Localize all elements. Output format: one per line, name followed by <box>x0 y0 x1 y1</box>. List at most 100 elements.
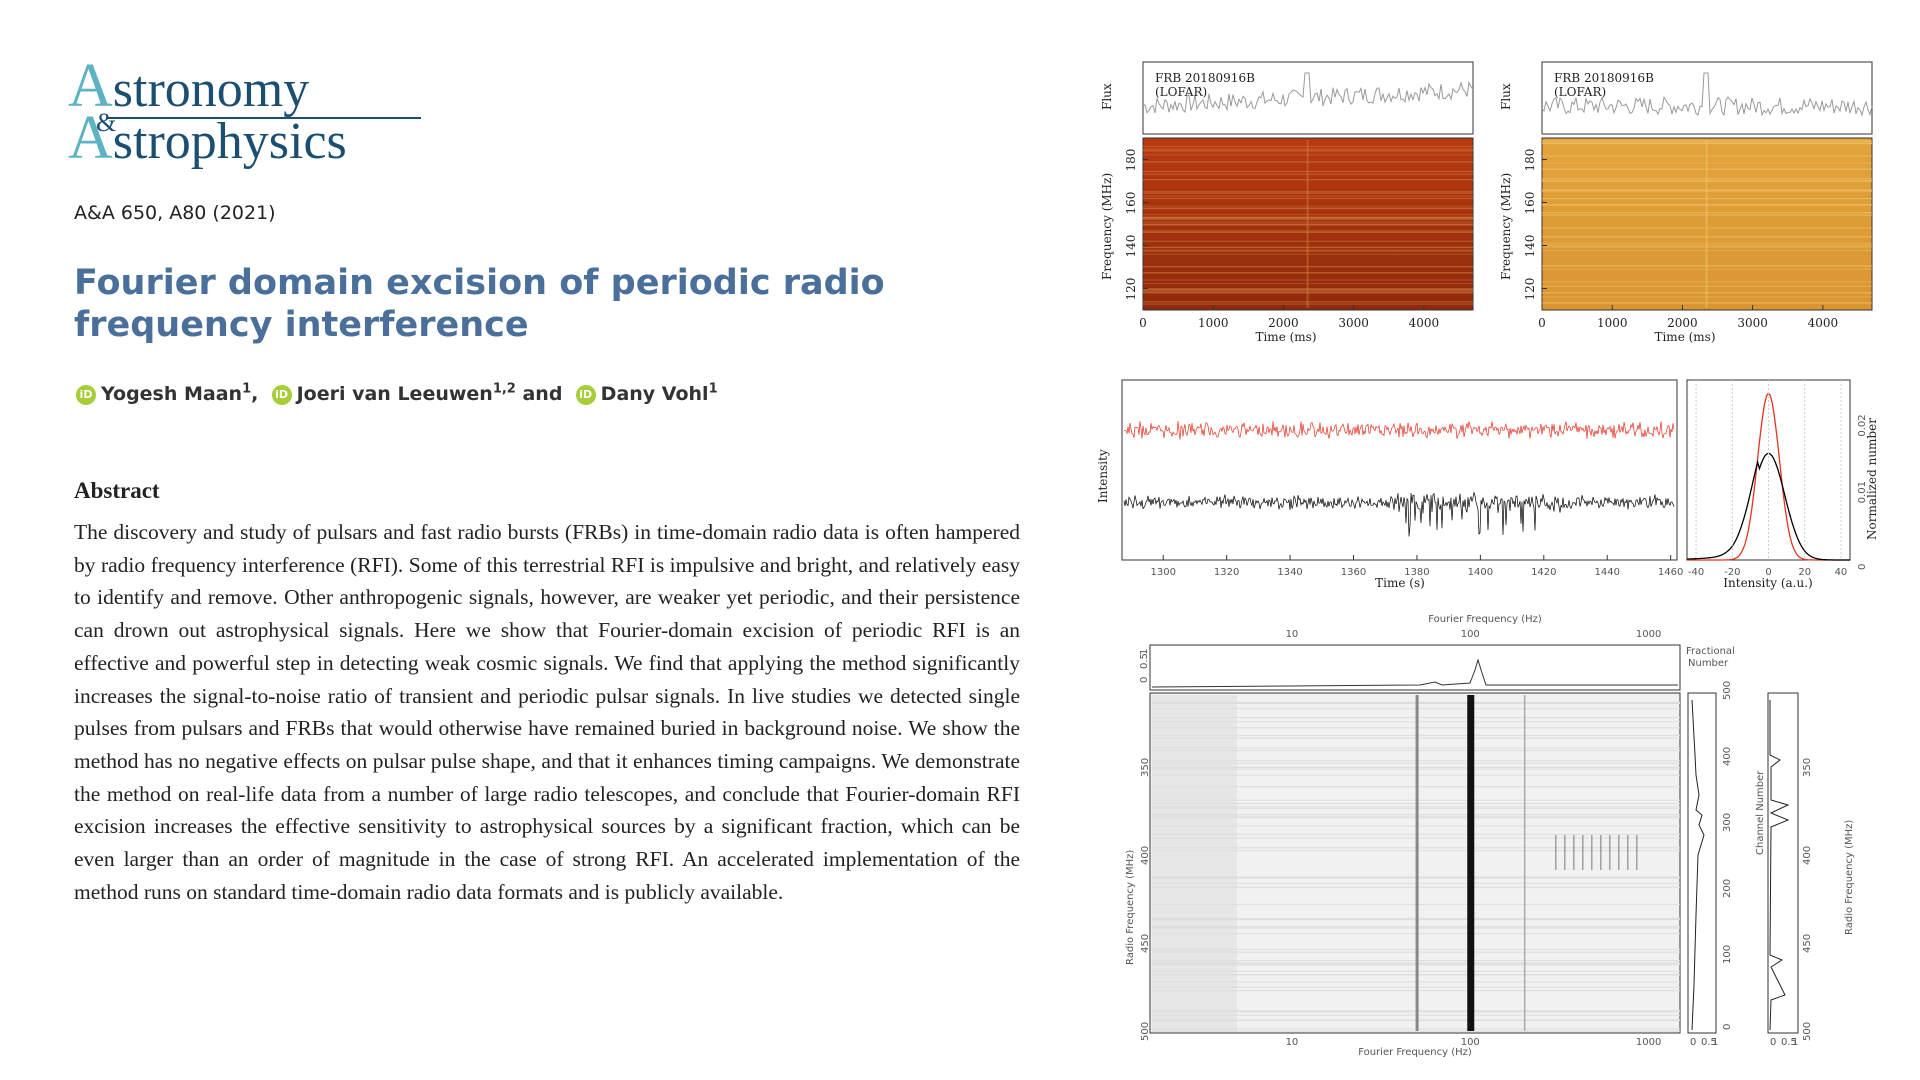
y-axis-label: Frequency (MHz) <box>1499 173 1513 280</box>
axis-ticks: 1300 1320 1340 1360 1380 1400 1420 1440 1460 <box>1151 555 1683 578</box>
logo-line-1: Astronomy <box>68 55 310 118</box>
author-1[interactable]: iD Yogesh Maan1, <box>76 382 259 406</box>
channel-tick-label: 300 <box>1722 813 1733 832</box>
flux-series <box>1541 72 1873 117</box>
orcid-icon[interactable]: iD <box>575 384 596 405</box>
chart-middle-left: 1300 1320 1340 1360 1380 1400 1420 1440 1460 Int… <box>1096 379 1683 590</box>
fractional-label-1: Fractional <box>1686 646 1735 657</box>
rfi-harmonic <box>1564 835 1566 870</box>
x-tick-label: 0 <box>1765 567 1771 578</box>
author-list: iD Yogesh Maan1, iD Joeri van Leeuwen1,2 a… <box>76 382 718 405</box>
y-tick-label: 450 <box>1140 934 1151 953</box>
strong-rfi-line <box>1467 695 1475 1031</box>
logo-ampersand: & <box>96 108 117 137</box>
top-y-tick-label: 0 <box>1139 677 1150 683</box>
rfi-harmonic <box>1555 835 1557 870</box>
channel-tick-label: 500 <box>1722 681 1733 700</box>
chart-top-right: FRB 20180916B (LOFAR) Flux Frequency (MH… <box>1499 61 1873 344</box>
abstract-text: The discovery and study of pulsars and f… <box>74 520 1020 904</box>
channel-label: Channel Number <box>1755 770 1766 855</box>
y-tick-label: 180 <box>1124 149 1138 172</box>
author-separator: , <box>251 383 259 406</box>
rfi-stripes <box>1143 140 1473 308</box>
side-x-tick-label: 0.5 <box>1781 1037 1797 1048</box>
y-tick-label: 120 <box>1124 278 1138 301</box>
fractional-label-2: Number <box>1688 658 1729 669</box>
top-y-tick-label: 1 <box>1139 649 1150 655</box>
x-tick-label: -40 <box>1688 567 1704 578</box>
top-x-tick-label: 10 <box>1286 629 1299 640</box>
author-affiliation: 1 <box>708 382 718 397</box>
frb-sublabel: (LOFAR) <box>1554 85 1606 99</box>
y-tick-label: 180 <box>1523 149 1537 172</box>
rfi-harmonic <box>1609 835 1611 870</box>
orcid-icon[interactable]: iD <box>76 384 96 405</box>
fractional-strip <box>1149 644 1681 691</box>
plot-area <box>1121 379 1678 561</box>
flux-box <box>1541 61 1873 135</box>
x-tick-label: 1000 <box>1597 316 1628 330</box>
logo-rule <box>106 117 421 119</box>
channel-tick-label: 400 <box>1722 747 1733 766</box>
y-tick-label: 140 <box>1523 235 1537 258</box>
x-tick-label: 4000 <box>1409 316 1440 330</box>
rfi-lines <box>1152 695 1680 1032</box>
series-line <box>1123 491 1675 537</box>
x-tick-label: 1400 <box>1468 567 1493 578</box>
author-affiliation: 1 <box>242 382 252 397</box>
logo-word-1: stronomy <box>112 61 310 118</box>
flux-line <box>1142 72 1474 114</box>
row-stripe <box>1152 1030 1680 1032</box>
x-tick-label: 1460 <box>1658 567 1683 578</box>
burst-line <box>1306 140 1309 308</box>
figure-panel: FRB 20180916B (LOFAR) Flux Frequency (MH… <box>1096 61 1879 1058</box>
frb-label: FRB 20180916B <box>1155 71 1255 85</box>
author-affiliation: 1,2 <box>492 382 516 397</box>
series-line <box>1123 421 1675 440</box>
flux-label: Flux <box>1100 83 1114 110</box>
x-tick-label: 3000 <box>1737 316 1768 330</box>
x-tick-label: 1360 <box>1341 567 1366 578</box>
y-tick-label: 0.01 <box>1857 481 1868 503</box>
author-name: Joeri van Leeuwen <box>296 383 493 406</box>
top-y-tick-label: 0.5 <box>1139 653 1150 669</box>
y-tick-label: 350 <box>1140 758 1151 777</box>
y-axis-label: Radio Frequency (MHz) <box>1125 850 1136 965</box>
rfi-harmonic <box>1573 835 1575 870</box>
x-tick-label: 10 <box>1286 1037 1299 1048</box>
x-tick-label: 0 <box>1139 316 1147 330</box>
side-x-tick-label: 0 <box>1690 1037 1696 1048</box>
orcid-icon[interactable]: iD <box>271 384 292 405</box>
side-x-tick-label: 1 <box>1792 1037 1798 1048</box>
logo-word-2: strophysics <box>112 113 347 170</box>
top-x-tick-label: 100 <box>1461 629 1480 640</box>
x-tick-label: 100 <box>1461 1037 1480 1048</box>
side-plot-1 <box>1687 692 1717 1034</box>
x-tick-label: -20 <box>1724 567 1740 578</box>
logo-cap-2: A <box>68 104 113 172</box>
rfi-line-50hz <box>1415 695 1419 1031</box>
histogram-series <box>1686 380 1850 561</box>
author-2[interactable]: iD Joeri van Leeuwen1,2 and <box>271 382 562 406</box>
y-tick-label: 120 <box>1523 278 1537 301</box>
y-axis-label: Normalized number <box>1865 418 1879 540</box>
shade <box>1152 695 1237 1031</box>
x-tick-label: 2000 <box>1667 316 1698 330</box>
right-y-tick-label: 400 <box>1802 846 1813 865</box>
x-tick-label: 1000 <box>1198 316 1229 330</box>
abstract-heading: Abstract <box>74 478 160 503</box>
flux-series <box>1142 72 1474 114</box>
logo-line-2: Astrophysics <box>68 107 347 170</box>
right-y-tick-label: 500 <box>1802 1022 1813 1041</box>
x-axis-label: Fourier Frequency (Hz) <box>1358 1047 1472 1058</box>
channel-tick-label: 100 <box>1722 945 1733 964</box>
rfi-stripes <box>1542 140 1872 308</box>
x-axis-label: Time (ms) <box>1654 330 1715 344</box>
author-3[interactable]: iD Dany Vohl1 <box>575 382 718 405</box>
time-series <box>1123 421 1675 537</box>
frb-sublabel: (LOFAR) <box>1155 85 1207 99</box>
author-name: Yogesh Maan <box>101 383 243 406</box>
burst-line <box>1705 140 1708 308</box>
y-tick-label: 160 <box>1124 192 1138 215</box>
